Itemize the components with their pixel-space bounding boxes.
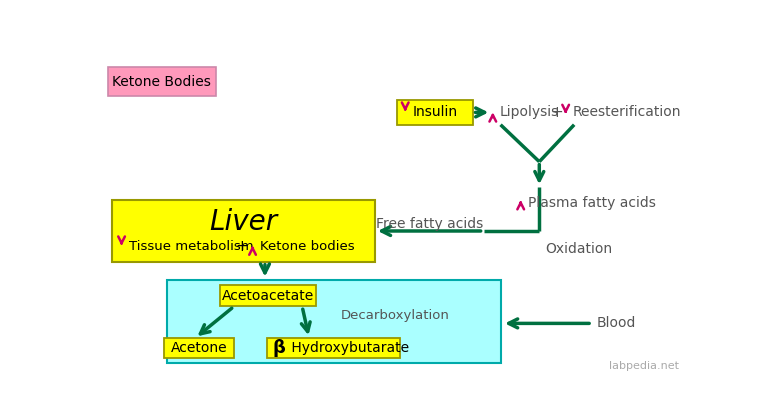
Text: +: + — [550, 105, 563, 120]
Text: Hydroxybutarate: Hydroxybutarate — [286, 341, 409, 355]
Text: Acetone: Acetone — [170, 341, 227, 355]
Text: Ketone Bodies: Ketone Bodies — [112, 75, 211, 88]
Text: Blood: Blood — [597, 317, 636, 330]
FancyBboxPatch shape — [164, 338, 234, 358]
Text: Plasma fatty acids: Plasma fatty acids — [528, 196, 657, 209]
Text: Lipolysis: Lipolysis — [500, 106, 559, 119]
FancyBboxPatch shape — [111, 200, 375, 262]
Text: Reesterification: Reesterification — [573, 106, 681, 119]
FancyBboxPatch shape — [266, 338, 400, 358]
FancyBboxPatch shape — [167, 279, 501, 363]
FancyBboxPatch shape — [397, 100, 472, 125]
FancyBboxPatch shape — [220, 285, 316, 306]
Text: Ketone bodies: Ketone bodies — [260, 240, 355, 253]
Text: Liver: Liver — [209, 208, 277, 236]
Text: Decarboxylation: Decarboxylation — [341, 309, 450, 322]
Text: β: β — [273, 339, 286, 357]
Text: Insulin: Insulin — [412, 106, 457, 119]
Text: labpedia.net: labpedia.net — [609, 361, 679, 371]
Text: +: + — [235, 239, 248, 254]
Text: Acetoacetate: Acetoacetate — [222, 289, 314, 303]
FancyBboxPatch shape — [108, 67, 216, 96]
Text: Tissue metabolism: Tissue metabolism — [129, 240, 254, 253]
Text: Free fatty acids: Free fatty acids — [376, 217, 483, 231]
Text: Oxidation: Oxidation — [545, 242, 613, 256]
